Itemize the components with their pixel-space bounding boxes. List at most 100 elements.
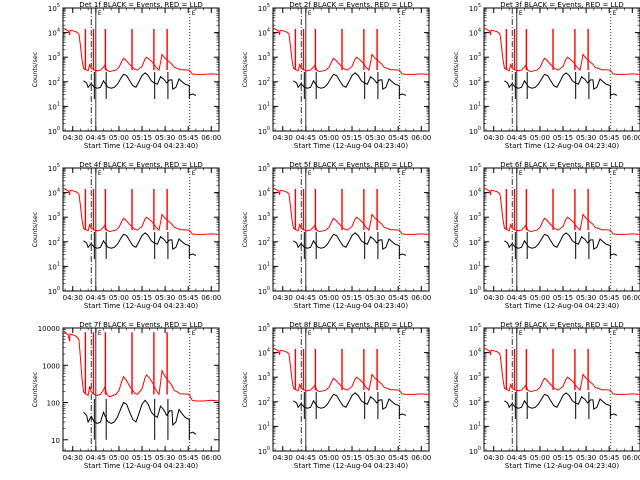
y-axis-label: Counts/sec bbox=[31, 51, 39, 87]
panel-title: Det 4f BLACK = Events, RED = LLD bbox=[79, 161, 202, 169]
x-tick-label: 04:30 bbox=[484, 134, 504, 142]
panel-title: Det 6f BLACK = Events, RED = LLD bbox=[500, 161, 623, 169]
panel-title: Det 2f BLACK = Events, RED = LLD bbox=[289, 1, 412, 9]
events-series-line bbox=[504, 232, 611, 259]
y-tick-label: 104 bbox=[469, 348, 481, 358]
marker-tag: E bbox=[98, 10, 102, 17]
events-series-line bbox=[189, 253, 197, 256]
x-tick-label: 05:00 bbox=[530, 134, 550, 142]
events-series-line bbox=[83, 72, 190, 99]
marker-tag: E bbox=[98, 330, 102, 337]
y-tick-label: 101 bbox=[469, 421, 481, 431]
x-tick-label: 04:30 bbox=[273, 294, 293, 302]
y-tick-label: 104 bbox=[469, 188, 481, 198]
marker-tag: E bbox=[98, 170, 102, 177]
x-tick-label: 05:30 bbox=[576, 294, 596, 302]
y-tick-label: 104 bbox=[258, 28, 270, 38]
y-tick-label: 101 bbox=[258, 261, 270, 271]
x-tick-label: 04:45 bbox=[86, 454, 106, 462]
plot-frame bbox=[272, 327, 430, 452]
x-tick-label: 04:30 bbox=[63, 134, 83, 142]
y-tick-label: 100 bbox=[258, 126, 270, 136]
y-tick-label: 100 bbox=[469, 126, 481, 136]
y-tick-label: 100 bbox=[258, 446, 270, 456]
y-axis-label: Counts/sec bbox=[452, 211, 460, 247]
x-tick-label: 04:45 bbox=[507, 294, 527, 302]
x-tick-label: 05:15 bbox=[342, 294, 362, 302]
x-tick-label: 05:45 bbox=[178, 134, 198, 142]
events-series-line bbox=[504, 72, 611, 99]
y-tick-label: 100 bbox=[469, 286, 481, 296]
x-tick-label: 04:30 bbox=[273, 134, 293, 142]
y-tick-label: 100 bbox=[469, 446, 481, 456]
y-tick-label: 103 bbox=[469, 212, 481, 222]
y-tick-label: 105 bbox=[258, 323, 270, 333]
lld-series-line bbox=[483, 347, 640, 395]
lld-series-line bbox=[483, 187, 640, 235]
y-tick-label: 105 bbox=[258, 163, 270, 173]
y-axis-label: Counts/sec bbox=[31, 211, 39, 247]
y-tick-label: 102 bbox=[48, 237, 60, 247]
x-tick-label: 06:00 bbox=[411, 294, 431, 302]
x-tick-label: 05:45 bbox=[599, 294, 619, 302]
y-tick-label: 103 bbox=[258, 372, 270, 382]
plot-frame bbox=[62, 167, 220, 292]
y-tick-label: 102 bbox=[48, 77, 60, 87]
x-tick-label: 05:45 bbox=[388, 134, 408, 142]
x-tick-label: 04:30 bbox=[484, 454, 504, 462]
panel-title: Det 9f BLACK = Events, RED = LLD bbox=[500, 321, 623, 329]
y-tick-label: 100 bbox=[48, 286, 60, 296]
plot-frame bbox=[483, 167, 640, 292]
y-tick-label: 10 bbox=[51, 437, 60, 445]
y-tick-label: 104 bbox=[48, 188, 60, 198]
x-tick-label: 06:00 bbox=[201, 454, 221, 462]
x-tick-label: 05:00 bbox=[109, 454, 129, 462]
y-tick-label: 100 bbox=[48, 126, 60, 136]
marker-tag: E bbox=[402, 170, 406, 177]
events-series-line bbox=[83, 232, 190, 259]
y-axis-label: Counts/sec bbox=[241, 371, 249, 407]
x-tick-label: 05:30 bbox=[155, 134, 175, 142]
events-series-line bbox=[293, 392, 400, 419]
x-tick-label: 05:30 bbox=[365, 134, 385, 142]
marker-tag: E bbox=[613, 170, 617, 177]
x-axis-label: Start Time (12-Aug-04 04:23:40) bbox=[84, 302, 198, 310]
x-tick-label: 04:45 bbox=[296, 454, 316, 462]
events-series-line bbox=[399, 253, 407, 256]
events-series-line bbox=[189, 431, 197, 435]
y-tick-label: 100 bbox=[47, 400, 60, 408]
y-axis-label: Counts/sec bbox=[31, 371, 39, 407]
x-tick-label: 04:45 bbox=[507, 454, 527, 462]
y-tick-label: 100 bbox=[258, 286, 270, 296]
y-tick-label: 102 bbox=[258, 397, 270, 407]
marker-tag: E bbox=[192, 330, 196, 337]
x-tick-label: 06:00 bbox=[411, 454, 431, 462]
lld-series-line bbox=[272, 27, 430, 75]
x-axis-label: Start Time (12-Aug-04 04:23:40) bbox=[505, 142, 619, 150]
y-axis-label: Counts/sec bbox=[452, 51, 460, 87]
y-tick-label: 103 bbox=[258, 212, 270, 222]
plot-frame bbox=[62, 327, 220, 452]
y-tick-label: 103 bbox=[469, 52, 481, 62]
y-axis-label: Counts/sec bbox=[241, 211, 249, 247]
x-tick-label: 05:00 bbox=[530, 454, 550, 462]
y-axis-label: Counts/sec bbox=[241, 51, 249, 87]
lld-series-line bbox=[272, 187, 430, 235]
y-tick-label: 102 bbox=[258, 77, 270, 87]
x-tick-label: 05:15 bbox=[342, 134, 362, 142]
x-axis-label: Start Time (12-Aug-04 04:23:40) bbox=[294, 302, 408, 310]
y-tick-label: 101 bbox=[469, 101, 481, 111]
x-tick-label: 05:15 bbox=[553, 294, 573, 302]
panel-title: Det 3f BLACK = Events, RED = LLD bbox=[500, 1, 623, 9]
y-tick-label: 103 bbox=[469, 372, 481, 382]
x-tick-label: 05:15 bbox=[132, 134, 152, 142]
panel-title: Det 8f BLACK = Events, RED = LLD bbox=[289, 321, 412, 329]
events-series-line bbox=[504, 392, 611, 419]
marker-tag: E bbox=[519, 10, 523, 17]
x-tick-label: 05:00 bbox=[109, 294, 129, 302]
y-tick-label: 101 bbox=[48, 101, 60, 111]
y-tick-label: 102 bbox=[469, 237, 481, 247]
